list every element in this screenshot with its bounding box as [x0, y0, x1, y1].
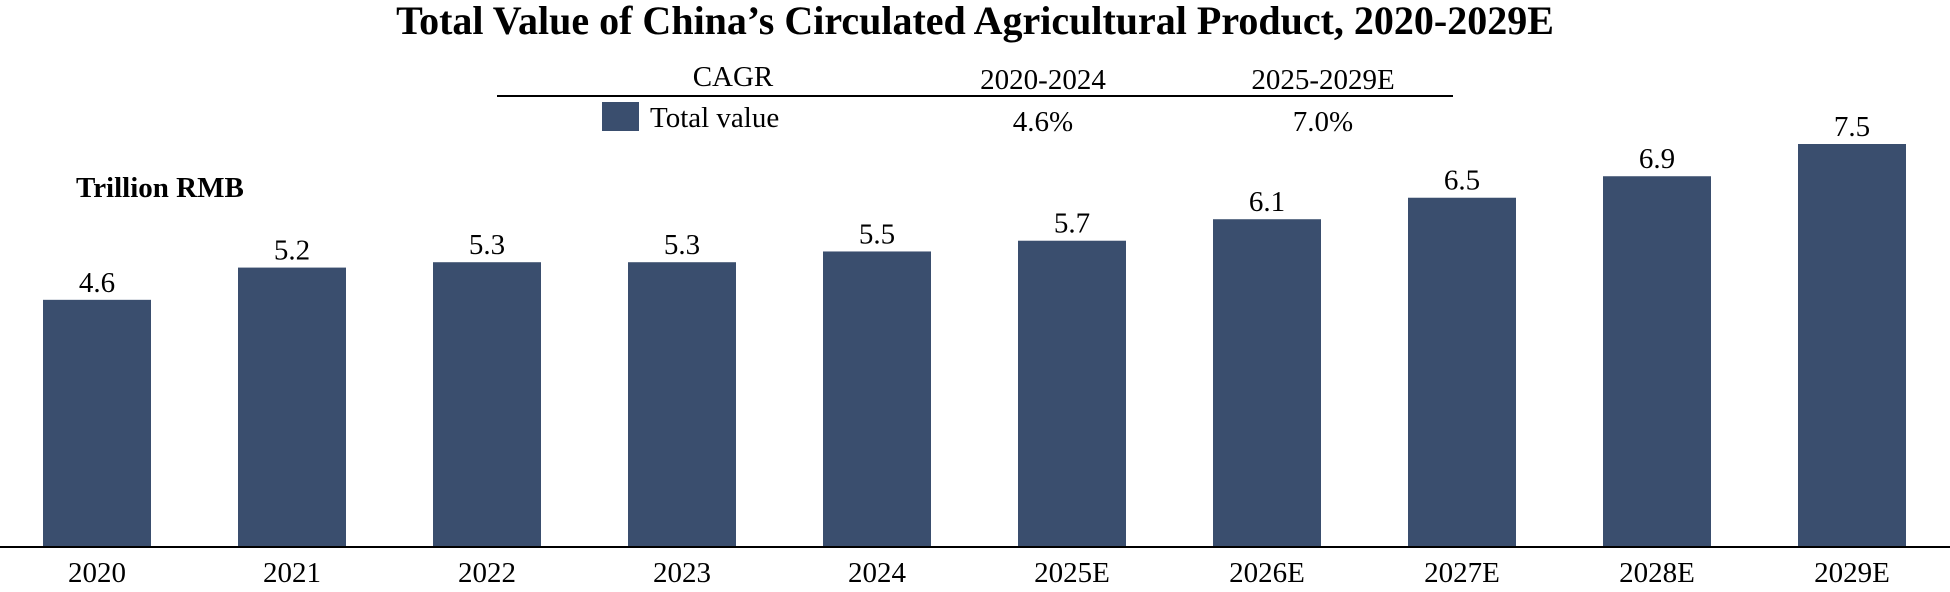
- cagr-period-1: 2020-2024: [980, 64, 1106, 96]
- data-label-2028e: 6.9: [1639, 143, 1675, 175]
- cagr-value-1: 4.6%: [1013, 106, 1073, 138]
- bar-2023: [628, 262, 736, 547]
- x-tick-label-2022: 2022: [458, 557, 516, 589]
- bar-2025e: [1018, 240, 1126, 547]
- x-tick-labels-group: 2020 2021 2022 2023 2024 2025E 2026E 2027E 2028E…: [68, 557, 1890, 589]
- x-tick-label-2025e: 2025E: [1034, 557, 1110, 589]
- cagr-table: CAGR 2020-2024 2025-2029E Total value 4.…: [497, 61, 1453, 138]
- bar-2029e: [1798, 144, 1906, 547]
- data-label-2024: 5.5: [859, 218, 895, 250]
- x-tick-label-2029e: 2029E: [1814, 557, 1890, 589]
- data-label-2022: 5.3: [469, 229, 505, 261]
- bar-2028e: [1603, 176, 1711, 548]
- cagr-period-2: 2025-2029E: [1251, 64, 1394, 96]
- x-tick-label-2020: 2020: [68, 557, 126, 589]
- x-tick-label-2026e: 2026E: [1229, 557, 1305, 589]
- data-label-2025e: 5.7: [1054, 208, 1090, 240]
- data-label-2026e: 6.1: [1249, 186, 1285, 218]
- cagr-header-label: CAGR: [693, 61, 774, 93]
- x-tick-label-2024: 2024: [848, 557, 907, 589]
- data-label-2023: 5.3: [664, 229, 700, 261]
- data-label-2021: 5.2: [274, 235, 310, 267]
- bars-group: [43, 144, 1906, 548]
- data-label-2027e: 6.5: [1444, 165, 1480, 197]
- bar-2027e: [1408, 197, 1516, 547]
- x-tick-label-2028e: 2028E: [1619, 557, 1695, 589]
- x-tick-label-2023: 2023: [653, 557, 711, 589]
- cagr-value-2: 7.0%: [1293, 106, 1353, 138]
- x-tick-label-2027e: 2027E: [1424, 557, 1500, 589]
- legend-swatch: [602, 102, 639, 131]
- data-label-2020: 4.6: [79, 267, 115, 299]
- data-label-2029e: 7.5: [1834, 111, 1870, 143]
- bar-2022: [433, 262, 541, 547]
- x-tick-label-2021: 2021: [263, 557, 321, 589]
- chart-title: Total Value of China’s Circulated Agricu…: [396, 0, 1554, 43]
- bar-2021: [238, 267, 346, 547]
- legend-label: Total value: [650, 102, 779, 134]
- y-axis-label: Trillion RMB: [76, 172, 244, 204]
- bar-2026e: [1213, 219, 1321, 547]
- bar-2020: [43, 299, 151, 547]
- bar-2024: [823, 251, 931, 547]
- data-labels-group: 4.6 5.2 5.3 5.3 5.5 5.7 6.1 6.5 6.9 7.5: [79, 111, 1870, 299]
